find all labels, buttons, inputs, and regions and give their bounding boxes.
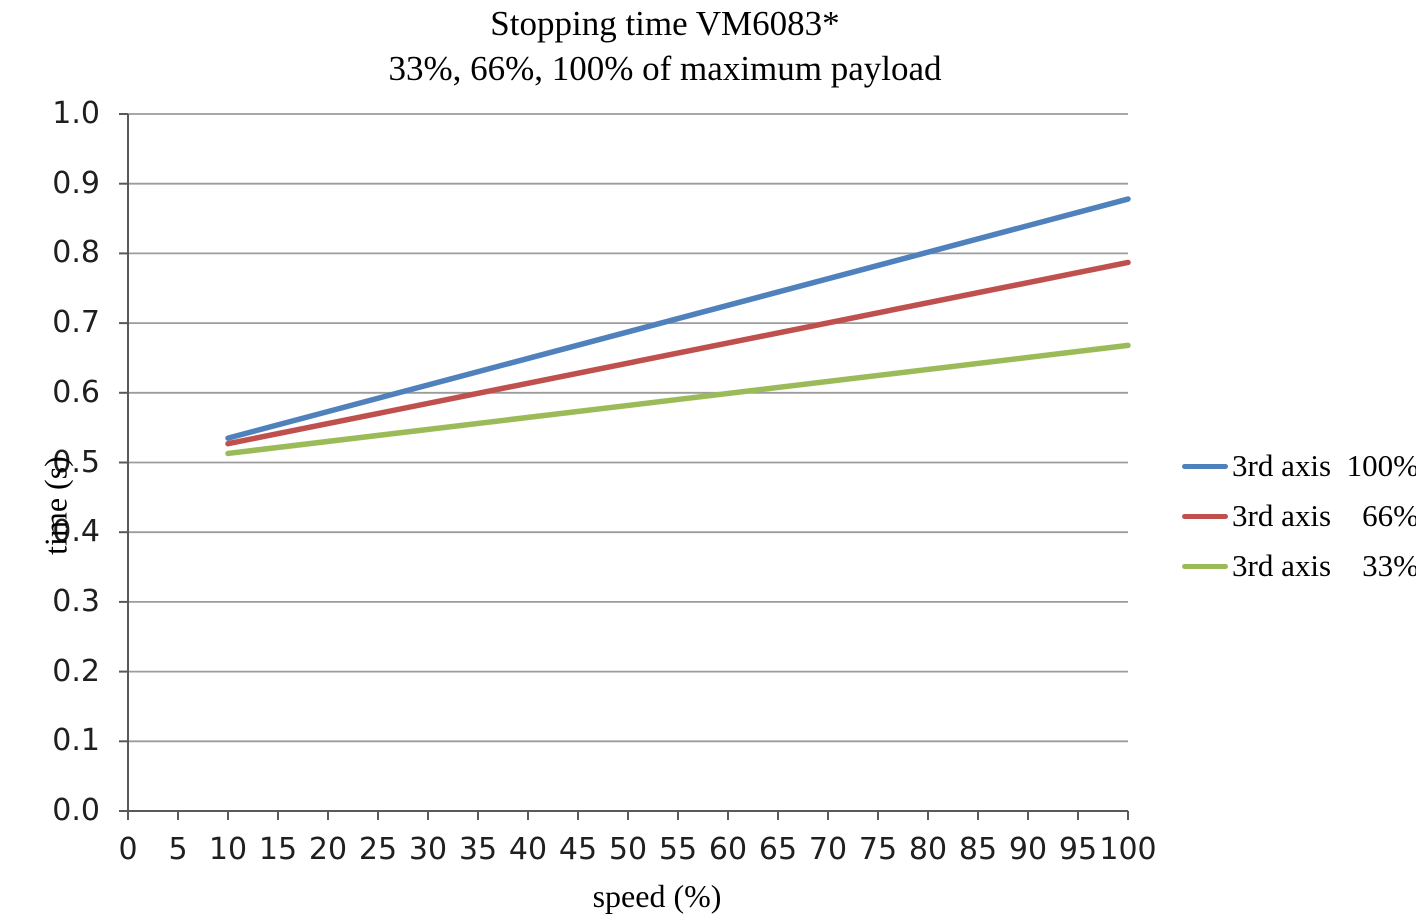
y-tick-label: 0.7 <box>52 305 100 341</box>
chart-title: Stopping time VM6083* <box>490 4 840 43</box>
x-tick-label: 65 <box>758 832 798 867</box>
legend-series-name: 3rd axis <box>1232 498 1332 533</box>
legend: 3rd axis 100% 3rd axis 66% 3rd axis 33% <box>1182 441 1416 591</box>
x-tick-label: 85 <box>958 832 998 867</box>
y-tick-label: 0.9 <box>52 165 100 201</box>
x-tick-label: 5 <box>168 832 188 867</box>
legend-series-pct: 100% <box>1346 448 1416 483</box>
x-tick-label: 95 <box>1058 832 1098 867</box>
legend-item-33pct: 3rd axis 33% <box>1182 541 1416 591</box>
x-tick-label: 50 <box>608 832 648 867</box>
legend-series-name: 3rd axis <box>1232 448 1332 483</box>
legend-series-name: 3rd axis <box>1232 548 1332 583</box>
y-tick-label: 0.6 <box>52 374 100 410</box>
y-tick-label: 0.3 <box>52 583 100 619</box>
y-tick-label: 0.8 <box>52 235 100 271</box>
x-tick-label: 75 <box>858 832 898 867</box>
legend-series-pct: 66% <box>1362 498 1416 533</box>
chart-subtitle: 33%, 66%, 100% of maximum payload <box>388 49 942 88</box>
y-tick-label: 1.0 <box>52 96 100 131</box>
legend-line-sample-100pct <box>1182 463 1228 469</box>
x-tick-label: 0 <box>118 832 138 867</box>
x-tick-label: 70 <box>808 832 848 867</box>
legend-item-66pct: 3rd axis 66% <box>1182 491 1416 541</box>
y-tick-label: 0.5 <box>52 444 100 480</box>
x-tick-label: 35 <box>458 832 498 867</box>
x-tick-label: 100 <box>1099 832 1157 867</box>
x-tick-label: 15 <box>258 832 298 867</box>
x-tick-label: 55 <box>658 832 698 867</box>
legend-item-100pct: 3rd axis 100% <box>1182 441 1416 491</box>
x-axis-label: speed (%) <box>592 878 722 914</box>
series-line-100pct <box>225 196 1131 441</box>
x-tick-label: 80 <box>908 832 948 867</box>
x-tick-label: 20 <box>308 832 348 867</box>
x-tick-label: 60 <box>708 832 748 867</box>
x-tick-label: 40 <box>508 832 548 867</box>
y-axis-label: time (s) <box>37 456 74 555</box>
x-tick-label: 10 <box>208 832 248 867</box>
chart-header: Stopping time VM6083* 33%, 66%, 100% of … <box>0 1 1330 91</box>
legend-line-sample-33pct <box>1182 563 1228 569</box>
legend-line-sample-66pct <box>1182 513 1228 519</box>
y-tick-label: 0.4 <box>52 514 100 550</box>
legend-series-pct: 33% <box>1362 548 1416 583</box>
series-line-66pct <box>225 259 1131 447</box>
y-tick-label: 0.0 <box>52 793 100 828</box>
x-tick-label: 90 <box>1008 832 1048 867</box>
y-tick-label: 0.2 <box>52 653 100 689</box>
x-tick-label: 45 <box>558 832 598 867</box>
y-tick-label: 0.1 <box>52 723 100 759</box>
x-tick-label: 30 <box>408 832 448 867</box>
series-line-33pct <box>225 342 1131 457</box>
x-tick-label: 25 <box>358 832 398 867</box>
